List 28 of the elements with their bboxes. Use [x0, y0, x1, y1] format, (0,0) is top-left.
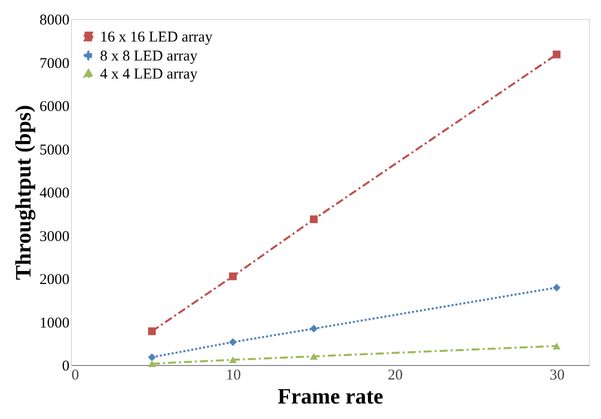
point — [148, 353, 156, 362]
y-tick-label: 8000 — [40, 12, 70, 28]
point — [552, 50, 560, 58]
y-tick-label: 4000 — [40, 186, 70, 202]
y-tick-label: 5000 — [40, 142, 70, 158]
y-tick-label: 2000 — [40, 272, 70, 288]
point — [148, 327, 156, 336]
point — [310, 324, 318, 333]
point — [552, 284, 560, 292]
point — [310, 215, 318, 224]
x-tick-label: 20 — [388, 368, 403, 384]
point — [229, 356, 237, 364]
y-tick-label: 6000 — [40, 99, 70, 115]
legend-label: 8 x 8 LED array — [100, 48, 198, 64]
point — [552, 342, 560, 350]
x-tick-label: 30 — [550, 368, 565, 384]
x-tick-label: 10 — [226, 368, 241, 384]
point — [229, 272, 237, 280]
point — [148, 360, 156, 368]
y-tick-label: 7000 — [40, 56, 70, 72]
legend-label: 4 x 4 LED array — [100, 66, 198, 82]
y-tick-label: 1000 — [40, 315, 70, 332]
y-tick-label: 3000 — [40, 228, 70, 245]
y-axis-title: Throughtput (bps) — [10, 104, 36, 280]
x-axis-title: Frame rate — [278, 384, 384, 408]
point — [229, 338, 237, 346]
legend-label: 16 x 16 LED array — [100, 30, 213, 46]
point — [310, 352, 318, 360]
